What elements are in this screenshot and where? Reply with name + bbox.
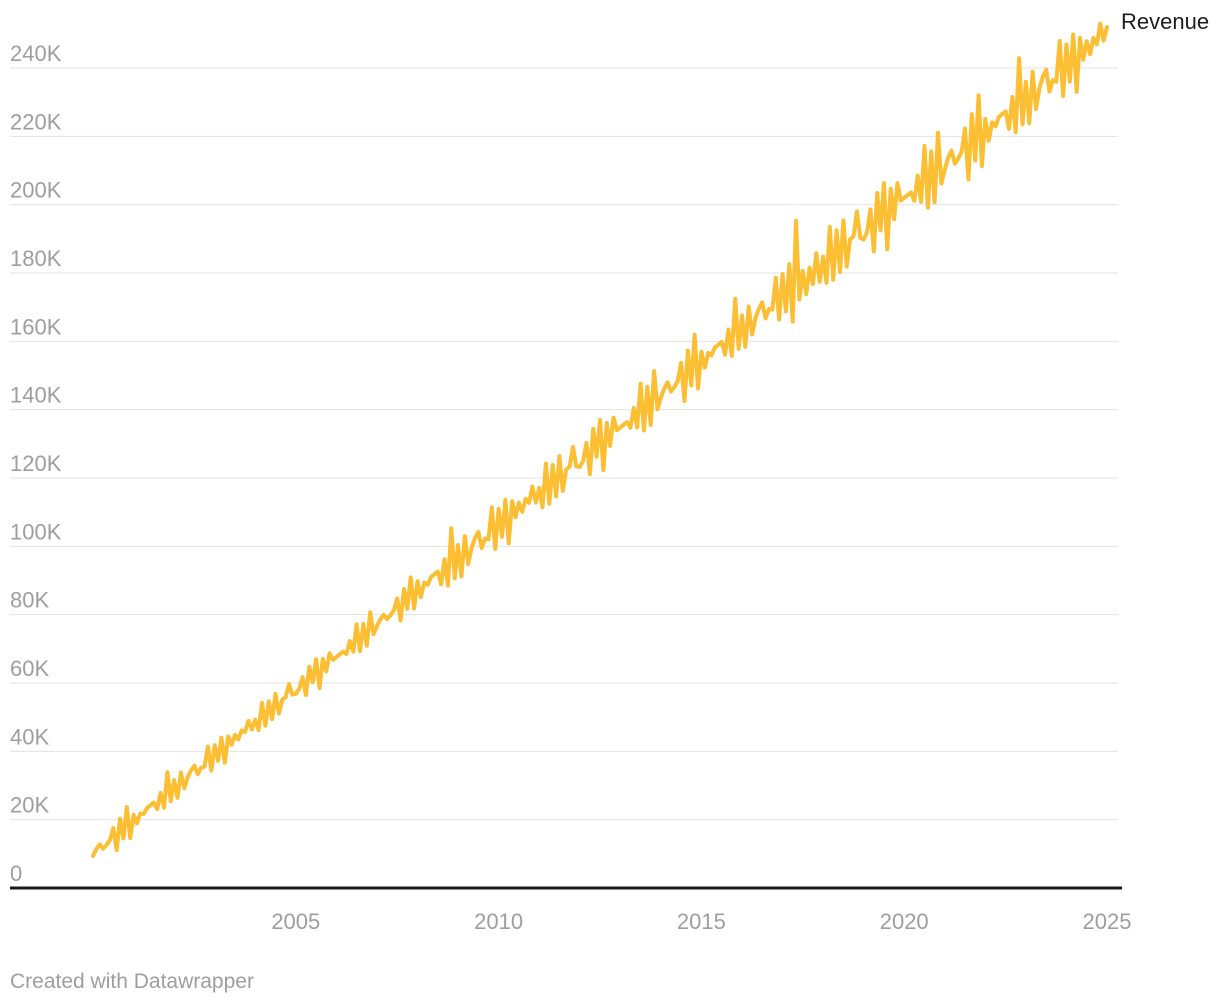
y-tick-label: 240K: [10, 41, 62, 66]
y-tick-label: 160K: [10, 314, 62, 339]
y-tick-label: 40K: [10, 724, 49, 749]
y-tick-label: 0: [10, 861, 22, 886]
y-tick-label: 20K: [10, 793, 49, 818]
y-tick-label: 220K: [10, 109, 62, 134]
y-tick-label: 60K: [10, 656, 49, 681]
x-tick-label: 2010: [474, 909, 523, 934]
revenue-line[interactable]: [91, 21, 1109, 858]
y-tick-label: 100K: [10, 519, 62, 544]
y-tick-label: 200K: [10, 178, 62, 203]
x-tick-label: 2005: [271, 909, 320, 934]
y-tick-label: 140K: [10, 383, 62, 408]
x-tick-label: 2020: [880, 909, 929, 934]
series-label-revenue: Revenue: [1121, 9, 1210, 34]
x-tick-label: 2025: [1083, 909, 1132, 934]
datawrapper-credit: Created with Datawrapper: [10, 970, 254, 993]
y-tick-label: 180K: [10, 246, 62, 271]
x-tick-label: 2015: [677, 909, 726, 934]
y-tick-label: 120K: [10, 451, 62, 476]
y-tick-label: 80K: [10, 588, 49, 613]
